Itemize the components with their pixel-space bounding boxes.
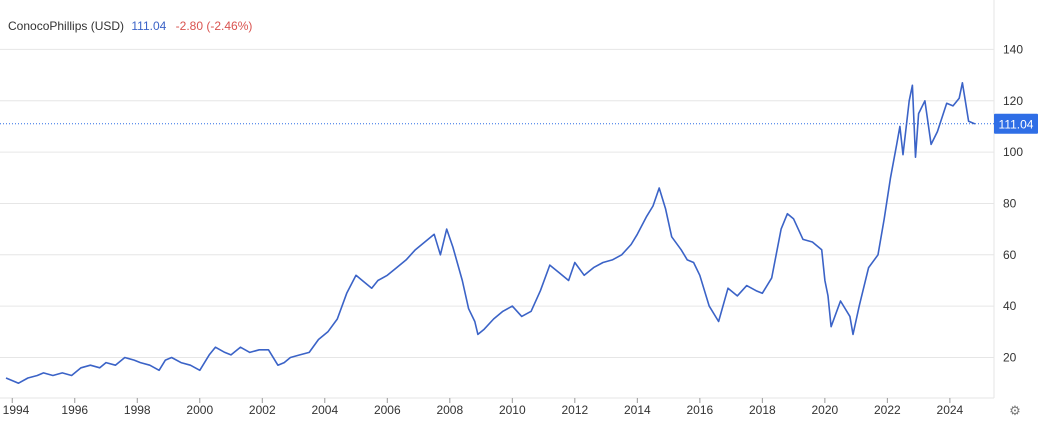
y-tick-label: 60 <box>1003 248 1017 262</box>
x-tick-label: 2024 <box>937 403 964 417</box>
x-tick-label: 2008 <box>436 403 463 417</box>
x-tick-label: 2022 <box>874 403 901 417</box>
last-value-badge-bg <box>994 113 1038 134</box>
x-tick-label: 2000 <box>186 403 213 417</box>
last-price: 111.04 <box>131 19 167 33</box>
x-tick-label: 1996 <box>61 403 88 417</box>
x-tick-label: 2020 <box>812 403 839 417</box>
x-tick-label: 2004 <box>311 403 338 417</box>
x-tick-label: 2006 <box>374 403 401 417</box>
x-tick-label: 2002 <box>249 403 276 417</box>
y-tick-label: 20 <box>1003 350 1017 364</box>
chart-legend: ConocoPhillips (USD) 111.04 -2.80 (-2.46… <box>8 19 252 33</box>
x-tick-label: 1994 <box>3 403 30 417</box>
x-tick-label: 1998 <box>124 403 151 417</box>
grid <box>0 0 995 399</box>
last-value-badge: 111.04 <box>994 113 1038 134</box>
x-tick-label: 2016 <box>686 403 713 417</box>
y-tick-label: 100 <box>1003 145 1023 159</box>
series-line <box>5 82 976 384</box>
y-tick-label: 120 <box>1003 94 1023 108</box>
y-tick-label: 140 <box>1003 42 1023 56</box>
y-tick-label: 80 <box>1003 196 1017 210</box>
x-tick-label: 2014 <box>624 403 651 417</box>
y-tick-label: 40 <box>1003 299 1017 313</box>
x-tick-label: 2010 <box>499 403 526 417</box>
last-value-label: 111.04 <box>999 117 1034 131</box>
y-axis: 20 40 60 80 100 120 140 <box>1003 42 1023 364</box>
security-name: ConocoPhillips (USD) <box>8 19 125 33</box>
x-tick-label: 2012 <box>561 403 588 417</box>
gear-icon[interactable]: ⚙ <box>1009 403 1021 418</box>
x-tick-label: 2018 <box>749 403 776 417</box>
x-axis: 1994 1996 1998 2000 2002 2004 2006 2008 2010 2012… <box>3 398 964 417</box>
price-change: -2.80 (-2.46%) <box>175 19 253 33</box>
